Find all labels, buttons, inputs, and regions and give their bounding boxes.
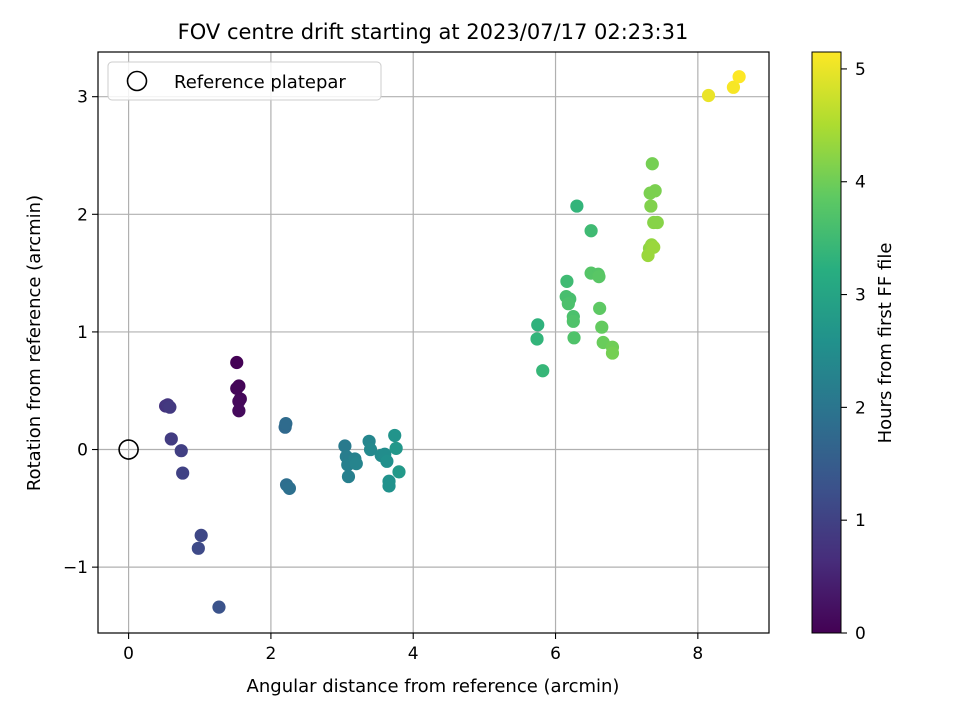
y-axis: −1 0 1 2 3 <box>63 88 98 578</box>
legend: Reference platepar <box>107 61 382 101</box>
colorbar-tick-label: 5 <box>855 60 866 80</box>
data-point <box>584 224 598 238</box>
data-point <box>732 70 746 84</box>
colorbar-tick-label: 0 <box>855 624 866 644</box>
data-point <box>232 404 246 418</box>
data-point <box>567 331 581 345</box>
data-point <box>644 199 658 213</box>
data-point <box>230 381 244 395</box>
data-point <box>726 80 741 94</box>
data-point <box>645 157 659 171</box>
data-point <box>650 215 664 230</box>
x-axis: 0 2 4 6 8 <box>123 633 703 664</box>
data-point <box>174 444 188 458</box>
data-point <box>530 332 544 346</box>
data-point <box>701 88 716 103</box>
x-tick-label: 0 <box>123 644 134 664</box>
y-tick-label: 2 <box>77 205 88 225</box>
data-point <box>230 355 244 370</box>
data-point <box>570 199 584 213</box>
data-point <box>560 274 574 288</box>
points-layer <box>158 70 746 614</box>
colorbar-ticks: 0 1 2 3 4 5 <box>841 60 866 644</box>
data-point <box>194 528 208 542</box>
colorbar-tick-label: 3 <box>855 286 866 306</box>
y-tick-label: 1 <box>77 323 88 343</box>
x-tick-label: 4 <box>408 644 419 664</box>
colorbar: 0 1 2 3 4 5 Hours from first FF file <box>811 51 896 644</box>
x-tick-label: 2 <box>265 644 276 664</box>
data-point <box>232 394 246 408</box>
colorbar-label: Hours from first FF file <box>875 243 896 444</box>
legend-label: Reference platepar <box>174 72 346 93</box>
reference-platepar-marker <box>118 439 139 460</box>
data-point <box>389 441 403 455</box>
data-point <box>349 457 363 471</box>
data-point <box>531 318 545 332</box>
data-point <box>392 465 406 479</box>
data-point <box>561 297 575 311</box>
data-point <box>191 541 205 555</box>
y-axis-label: Rotation from reference (arcmin) <box>24 195 45 491</box>
legend-box <box>107 61 382 101</box>
data-point <box>282 481 297 495</box>
data-point <box>566 314 580 328</box>
data-point <box>164 432 178 446</box>
data-point <box>212 600 226 614</box>
data-point <box>163 400 177 414</box>
data-point <box>641 248 655 263</box>
data-point <box>341 469 356 484</box>
data-point <box>536 364 550 378</box>
x-tick-label: 6 <box>550 644 561 664</box>
legend-marker <box>126 70 148 92</box>
data-point <box>593 301 607 315</box>
x-axis-label: Angular distance from reference (arcmin) <box>247 676 620 697</box>
data-point <box>363 442 378 457</box>
data-point <box>176 466 190 480</box>
colorbar-tick-label: 1 <box>855 511 866 531</box>
colorbar-tick-label: 4 <box>855 173 866 193</box>
data-point <box>382 479 396 493</box>
plot-frame <box>97 51 770 634</box>
chart-title: FOV centre drift starting at 2023/07/17 … <box>178 20 689 44</box>
data-point <box>605 346 620 360</box>
y-tick-label: 0 <box>77 441 88 461</box>
colorbar-tick-label: 2 <box>855 398 866 418</box>
data-point <box>380 454 394 468</box>
data-point <box>592 270 606 284</box>
data-point <box>648 184 662 198</box>
grid <box>98 52 769 633</box>
data-point <box>279 417 293 431</box>
x-tick-label: 8 <box>692 644 703 664</box>
colorbar-gradient <box>811 51 842 634</box>
data-point <box>595 320 609 334</box>
y-tick-label: −1 <box>63 558 88 578</box>
y-tick-label: 3 <box>77 88 88 108</box>
data-point <box>388 428 402 443</box>
data-point <box>338 439 352 453</box>
